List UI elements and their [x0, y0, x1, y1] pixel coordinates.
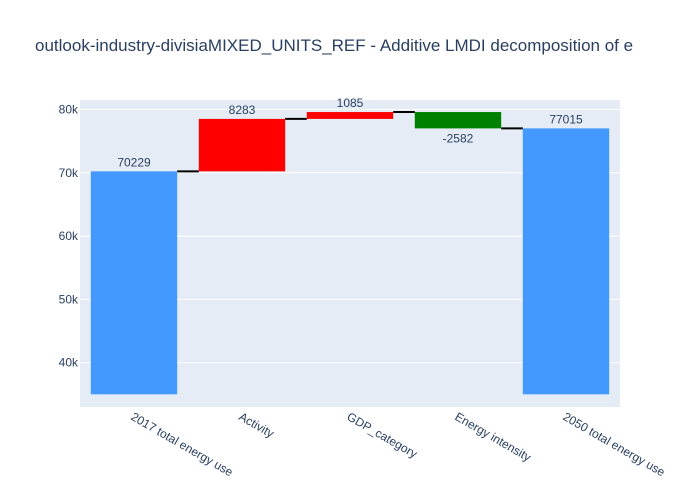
plot-area: 40k 50k 60k 70k 80k 70229 2017 total energy us…	[59, 96, 668, 479]
x-tick-label: GDP_category	[345, 409, 420, 460]
data-label: 70229	[117, 155, 151, 169]
x-tick-label: Activity	[237, 409, 277, 440]
data-label: 8283	[229, 103, 256, 117]
data-label: -2582	[443, 131, 474, 145]
y-tick-label: 50k	[59, 292, 79, 306]
chart-title: outlook-industry-divisiaMIXED_UNITS_REF …	[35, 36, 633, 55]
y-tick-label: 60k	[59, 229, 79, 243]
x-tick-label: 2017 total energy use	[129, 409, 236, 479]
x-tick-label: Energy intensity	[453, 409, 534, 464]
bar-gdp-category	[306, 112, 394, 119]
data-label: 77015	[549, 112, 583, 126]
bar-2050-total-energy-use	[522, 128, 610, 395]
bar-activity	[198, 118, 286, 172]
y-tick-label: 40k	[59, 356, 79, 370]
bar-2017-total-energy-use	[90, 171, 178, 395]
y-tick-label: 80k	[59, 102, 79, 116]
bar-energy-intensity	[414, 112, 502, 129]
y-tick-label: 70k	[59, 166, 79, 180]
data-label: 1085	[337, 96, 364, 110]
x-tick-label: 2050 total energy use	[561, 409, 668, 479]
